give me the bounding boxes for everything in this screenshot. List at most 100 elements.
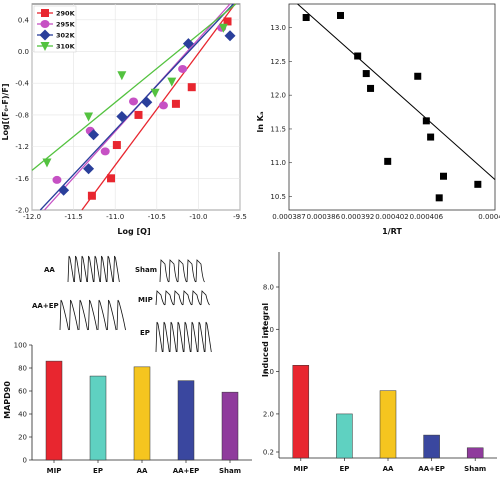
- y-tick-label-b: 12.5: [270, 58, 286, 66]
- y-tick-label: 8.0: [263, 284, 274, 292]
- bar-ep: [336, 413, 353, 459]
- y-tick-label: 20: [18, 434, 27, 442]
- x-tick-label-a: -9.5: [233, 213, 247, 221]
- data-point-290K: [87, 191, 96, 200]
- y-tick-label-b: 10.5: [270, 193, 286, 201]
- x-tick-label-b: 0.000402: [375, 213, 408, 221]
- x-tick-label-ep: EP: [93, 467, 103, 475]
- trace-mip: [155, 290, 210, 306]
- y-tick-label-b: 13.0: [270, 24, 286, 32]
- x-tick-label-b: 0.000392: [341, 213, 374, 221]
- y-tick-label: 100: [14, 342, 27, 350]
- data-point-b: [440, 172, 447, 180]
- x-tick-label-a: -10.5: [148, 213, 166, 221]
- bar-mip: [292, 365, 310, 459]
- x-tick-label-b: 0.000411: [478, 213, 500, 221]
- data-point-b: [427, 133, 435, 141]
- data-point-302K: [116, 111, 128, 123]
- bar-aa-ep: [423, 434, 440, 459]
- trace-label-ep: EP: [140, 329, 150, 337]
- data-point-b: [384, 157, 392, 165]
- data-point-b: [337, 11, 344, 19]
- panel-mapd90-bar-chart: 0 20 40 60 80 100 MIP EP AA AA+EP Sham MAPD90: [3, 342, 252, 475]
- data-point-295K: [129, 97, 139, 106]
- y-axis-label-a: Log[(F₀-F)/F]: [1, 83, 10, 140]
- legend-marker-310K: [40, 42, 50, 51]
- trace-aa: [67, 255, 120, 283]
- data-point-290K: [134, 110, 143, 119]
- x-tick-label-aa-ep: AA+EP: [418, 465, 445, 473]
- y-axis-label-c: MAPD90: [3, 381, 12, 419]
- y-tick-label: 0.2: [263, 449, 274, 457]
- y-tick-label-a: -2.0: [15, 207, 29, 215]
- y-tick-label-a: 0.0: [18, 48, 29, 56]
- y-tick-label: 2.0: [263, 410, 274, 418]
- trace-label-mip: MIP: [138, 296, 153, 304]
- data-point-295K: [100, 147, 110, 156]
- panel-induced-integral-bar-chart: 0.2 2.0 4.0 6.0 8.0 MIP EP AA AA+EP Sham Induced …: [261, 252, 497, 473]
- data-point-b: [474, 180, 482, 188]
- legend-marker-295K: [40, 20, 50, 28]
- x-tick-label-mip: MIP: [293, 465, 308, 473]
- y-tick-label: 40: [18, 411, 27, 419]
- x-tick-label-b: 0.000386: [307, 213, 341, 221]
- legend-label-295K: 295K: [56, 21, 76, 29]
- bar-aa-ep: [177, 380, 195, 461]
- y-tick-label-b: 11.5: [270, 125, 286, 133]
- y-tick-label: 4.0: [263, 368, 274, 376]
- bar-mip: [45, 360, 63, 461]
- data-point-290K: [187, 83, 196, 92]
- x-tick-label-ep: EP: [339, 465, 349, 473]
- y-tick-label: 60: [18, 388, 27, 396]
- data-point-302K: [83, 163, 95, 175]
- trace-ep: [155, 321, 212, 353]
- x-tick-label-aa-ep: AA+EP: [173, 467, 200, 475]
- x-tick-label-a: -10.0: [189, 213, 207, 221]
- trace-sham: [159, 259, 205, 283]
- data-point-b: [354, 52, 362, 60]
- y-tick-label: 0: [23, 457, 27, 465]
- data-point-b: [302, 14, 310, 22]
- data-point-310K: [84, 112, 94, 122]
- y-tick-label-a: -1.6: [15, 175, 29, 183]
- legend-label-290K: 290K: [56, 10, 76, 18]
- data-point-302K: [182, 38, 194, 50]
- trace-label-sham: Sham: [135, 266, 157, 274]
- y-tick-label: 80: [18, 365, 27, 373]
- x-tick-label-b: 0.000406: [410, 213, 444, 221]
- plot-frame-b: [288, 3, 496, 211]
- y-axis-label-d: Induced integral: [261, 303, 270, 378]
- y-axis-label-b: ln Kₐ: [256, 111, 265, 132]
- x-axis-label-b: 1/RT: [382, 227, 402, 236]
- bar-aa: [379, 390, 397, 459]
- data-point-302K: [141, 96, 153, 108]
- action-potential-traces: AA AA+EP Sham MIP EP: [32, 255, 212, 353]
- data-point-302K: [88, 129, 100, 141]
- trace-aa-ep: [59, 299, 126, 331]
- data-point-b: [362, 70, 370, 78]
- fit-line-290K: [81, 3, 236, 211]
- trace-label-aa-ep: AA+EP: [32, 302, 59, 310]
- x-tick-label-sham: Sham: [219, 467, 241, 475]
- y-tick-label-a: -0.4: [15, 80, 29, 88]
- data-point-295K: [178, 64, 188, 73]
- x-tick-label-b: 0.000387: [272, 213, 305, 221]
- data-point-290K: [107, 174, 116, 183]
- data-point-302K: [224, 30, 236, 42]
- legend-label-302K: 302K: [56, 32, 76, 40]
- trace-label-aa: AA: [44, 266, 55, 274]
- y-tick-label-b: 11.0: [270, 159, 286, 167]
- data-point-b: [435, 194, 443, 202]
- data-point-290K: [171, 99, 180, 108]
- legend-a: 290K 295K 302K 310K: [33, 5, 77, 53]
- legend-marker-302K: [39, 29, 51, 41]
- bar-sham: [466, 447, 484, 459]
- data-point-310K: [218, 23, 228, 33]
- data-point-302K: [58, 184, 70, 196]
- data-point-b: [422, 117, 430, 125]
- y-tick-label-a: 0.4: [18, 16, 30, 24]
- x-tick-label-aa: AA: [137, 467, 148, 475]
- data-point-310K: [167, 77, 177, 87]
- x-axis-label-a: Log [Q]: [117, 227, 150, 236]
